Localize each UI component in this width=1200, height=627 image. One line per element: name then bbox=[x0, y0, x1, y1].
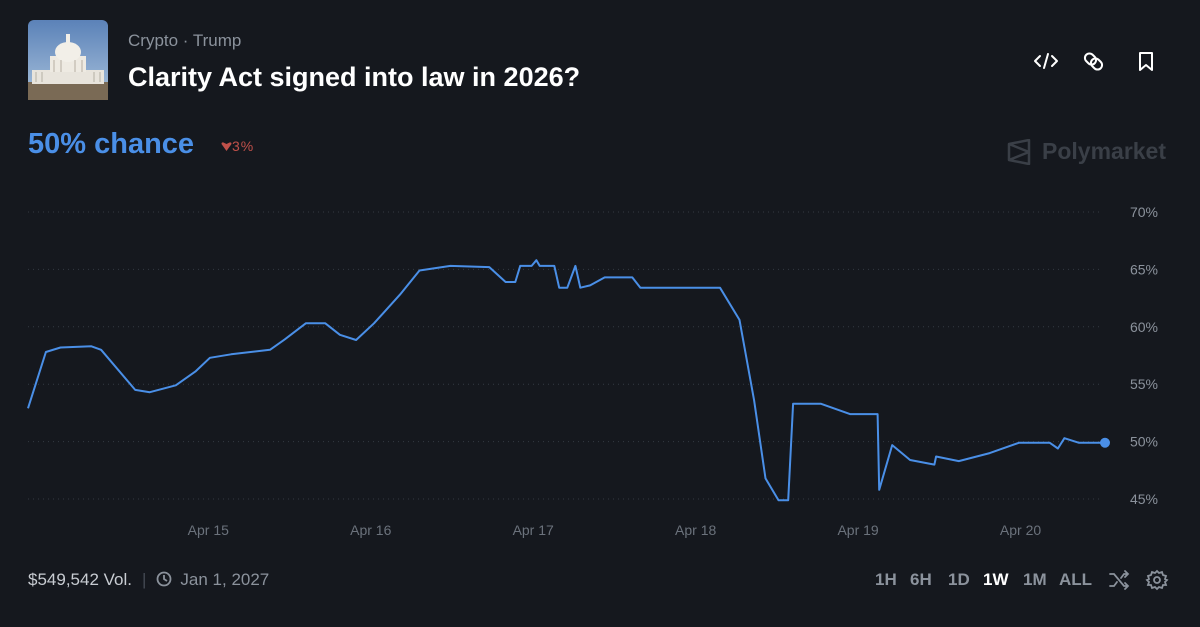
range-button[interactable]: 1M bbox=[1023, 570, 1047, 589]
toolbar-icons bbox=[1034, 52, 1153, 72]
price-line bbox=[27, 259, 1105, 502]
end-date: Jan 1, 2027 bbox=[180, 570, 270, 589]
shuffle-icon[interactable] bbox=[1109, 570, 1130, 590]
range-button[interactable]: ALL bbox=[1059, 570, 1093, 589]
y-tick-label: 50% bbox=[1130, 434, 1158, 450]
down-arrow bbox=[221, 142, 232, 151]
market-image bbox=[28, 20, 108, 100]
y-tick-label: 70% bbox=[1130, 204, 1158, 220]
range-button[interactable]: 6H bbox=[910, 570, 932, 589]
current-point bbox=[1100, 437, 1110, 448]
change: 3% bbox=[221, 138, 254, 154]
volume: $549,542 Vol. bbox=[28, 570, 132, 589]
clock-icon bbox=[157, 571, 172, 587]
chart: 45% 50% 55% 60% 65% 70% Apr 15 Apr 16 Apr 17 Apr … bbox=[27, 204, 1158, 538]
tags: Crypto · Trump bbox=[128, 31, 242, 50]
x-tick-label: Apr 17 bbox=[513, 522, 554, 538]
brand: Polymarket bbox=[1042, 138, 1167, 164]
range-button[interactable]: 1W bbox=[983, 570, 1009, 589]
change-value: 3% bbox=[232, 138, 255, 154]
y-tick-label: 65% bbox=[1130, 261, 1158, 277]
x-tick-label: Apr 15 bbox=[188, 522, 229, 538]
brand-logo bbox=[1007, 139, 1031, 165]
bookmark-icon[interactable] bbox=[1139, 52, 1153, 71]
chart-controls bbox=[1109, 569, 1169, 591]
separator: | bbox=[141, 570, 147, 589]
y-tick-label: 55% bbox=[1130, 376, 1158, 392]
settings-icon[interactable] bbox=[1145, 569, 1169, 591]
tag[interactable]: Trump bbox=[192, 31, 242, 50]
link-icon[interactable] bbox=[1083, 52, 1104, 72]
footer-info: $549,542 Vol. | Jan 1, 2027 bbox=[28, 570, 269, 590]
x-tick-label: Apr 16 bbox=[350, 522, 391, 538]
y-tick-label: 60% bbox=[1130, 319, 1158, 335]
tag[interactable]: Crypto bbox=[128, 31, 179, 50]
market-title: Clarity Act signed into law in 2026? bbox=[128, 62, 581, 92]
x-tick-label: Apr 18 bbox=[675, 522, 716, 538]
embed-icon[interactable] bbox=[1034, 53, 1058, 69]
x-tick-label: Apr 19 bbox=[837, 522, 878, 538]
y-tick-label: 45% bbox=[1130, 491, 1158, 507]
x-tick-label: Apr 20 bbox=[1000, 522, 1041, 538]
headline-chance: 50% chance bbox=[28, 128, 195, 160]
range-button[interactable]: 1H bbox=[875, 570, 897, 589]
range-button[interactable]: 1D bbox=[948, 570, 970, 589]
